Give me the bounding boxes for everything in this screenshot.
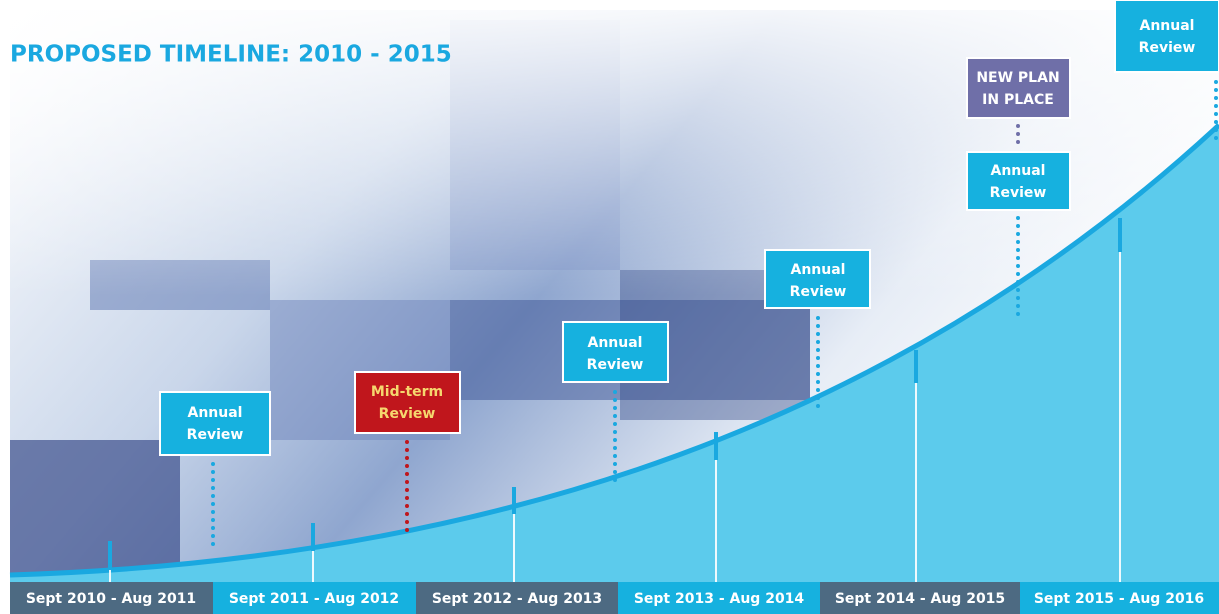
title: PROPOSED TIMELINE: 2010 - 2015	[10, 42, 452, 68]
milestone-label: Review	[187, 427, 244, 443]
milestone-label: Review	[379, 406, 436, 422]
period-label: Sept 2011 - Aug 2012	[229, 591, 399, 607]
period-label: Sept 2012 - Aug 2013	[432, 591, 602, 607]
period-bar: Sept 2010 - Aug 2011 Sept 2011 - Aug 201…	[10, 582, 1219, 614]
timeline: PROPOSED TIMELINE: 2010 - 2015 Sept 2010…	[0, 0, 1219, 614]
milestone-label: NEW PLAN	[976, 70, 1059, 86]
period-label: Sept 2013 - Aug 2014	[634, 591, 805, 607]
milestone-label: Review	[1139, 40, 1196, 56]
period-label: Sept 2010 - Aug 2011	[26, 591, 196, 607]
milestone-label: Annual	[991, 163, 1046, 179]
milestone-label: Review	[587, 357, 644, 373]
milestone-label: Review	[990, 185, 1047, 201]
milestone-label: Annual	[1140, 18, 1195, 34]
milestone-label: IN PLACE	[982, 92, 1054, 108]
milestone-label: Annual	[188, 405, 243, 421]
milestone-label: Annual	[791, 262, 846, 278]
period-label: Sept 2015 - Aug 2016	[1034, 591, 1204, 607]
milestone-label: Mid-term	[371, 384, 443, 400]
milestone-label: Review	[790, 284, 847, 300]
milestone-label: Annual	[588, 335, 643, 351]
period-label: Sept 2014 - Aug 2015	[835, 591, 1005, 607]
